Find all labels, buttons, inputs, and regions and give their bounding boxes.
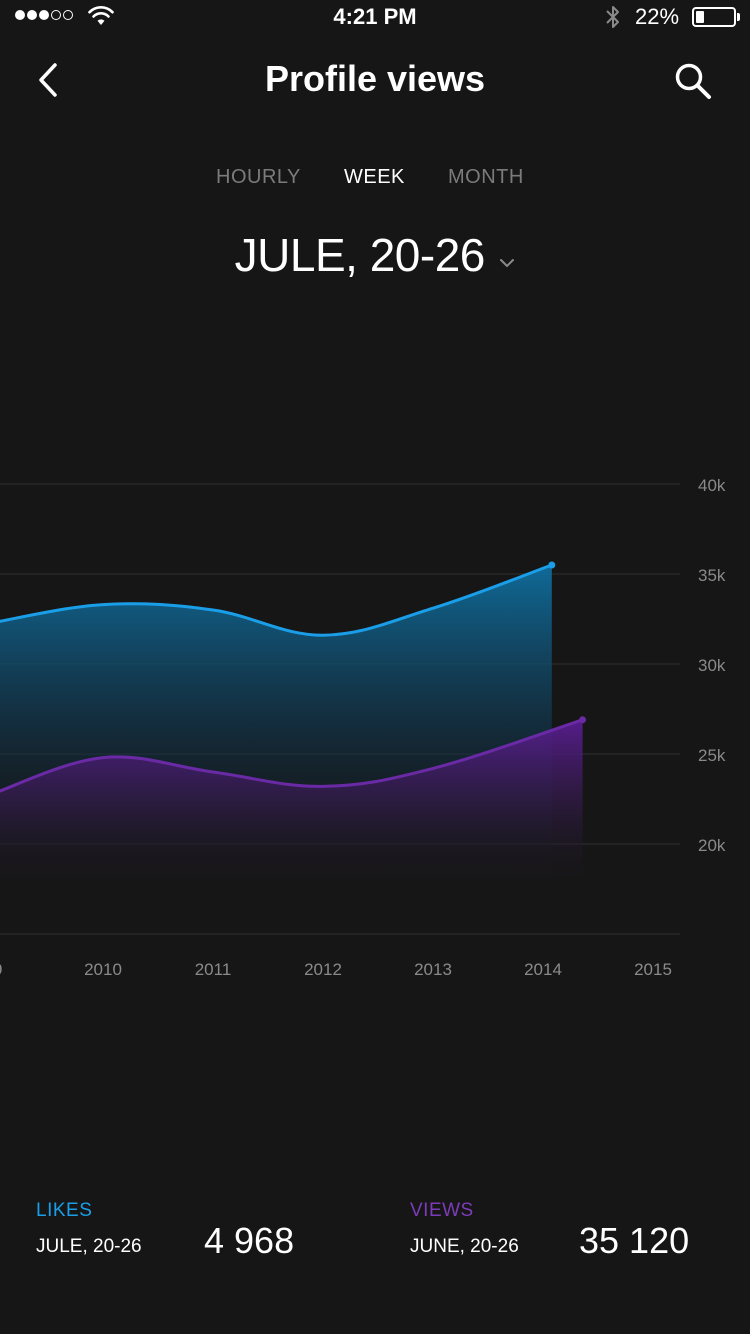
likes-period: JULE, 20-26 [36, 1236, 142, 1257]
y-tick-label: 25k [698, 746, 726, 765]
likes-stat: LIKES JULE, 20-26 [36, 1200, 142, 1258]
date-range-selector[interactable]: JULE, 20-26 [0, 228, 750, 282]
views-area [0, 719, 583, 894]
wifi-icon [88, 6, 114, 25]
chevron-down-icon [500, 258, 515, 268]
likes-end-point [548, 561, 556, 569]
likes-title: LIKES [36, 1200, 93, 1221]
views-title: VIEWS [410, 1200, 474, 1221]
chevron-left-icon [39, 63, 57, 97]
x-tick-label: 09 [0, 960, 2, 979]
bluetooth-icon [606, 6, 619, 28]
status-time: 4:21 PM [333, 4, 417, 29]
page-title: Profile views [264, 58, 486, 99]
y-tick-label: 40k [698, 476, 726, 495]
x-tick-label: 2010 [84, 960, 122, 979]
tab-week[interactable]: WEEK [344, 166, 405, 188]
profile-views-chart: 40k 35k 30k 25k 20k 09 2010 2011 2012 2013 2014 201… [0, 476, 726, 979]
x-tick-label: 2012 [304, 960, 342, 979]
views-line [0, 718, 584, 793]
x-tick-label: 2014 [524, 960, 562, 979]
y-tick-label: 20k [698, 836, 726, 855]
date-range-label: JULE, 20-26 [234, 229, 486, 281]
x-tick-label: 2015 [634, 960, 672, 979]
x-tick-label: 2013 [414, 960, 452, 979]
signal-dot [63, 10, 73, 20]
battery-tip [737, 13, 740, 21]
period-tabs: HOURLY WEEK MONTH [0, 166, 750, 196]
views-end-point [579, 716, 587, 724]
battery-percentage: 22% [635, 4, 680, 29]
y-tick-label: 35k [698, 566, 726, 585]
views-value: 35 120 [579, 1220, 690, 1261]
search-button[interactable] [668, 56, 720, 108]
views-period: JUNE, 20-26 [410, 1236, 519, 1257]
x-tick-label: 2011 [195, 960, 232, 979]
signal-dot [51, 10, 61, 20]
search-icon [675, 63, 711, 99]
battery-icon [692, 7, 736, 27]
views-stat: VIEWS JUNE, 20-26 [410, 1200, 519, 1258]
likes-line [0, 563, 553, 637]
signal-strength-icon [15, 10, 73, 20]
signal-dot [27, 10, 37, 20]
y-tick-label: 30k [698, 656, 726, 675]
battery-level [696, 11, 704, 23]
signal-dot [39, 10, 49, 20]
tab-month[interactable]: MONTH [448, 166, 524, 188]
tab-hourly[interactable]: HOURLY [216, 166, 301, 188]
signal-dot [15, 10, 25, 20]
status-bar: 4:21 PM 22% [0, 0, 750, 40]
back-button[interactable] [28, 58, 72, 102]
likes-value: 4 968 [204, 1220, 295, 1261]
